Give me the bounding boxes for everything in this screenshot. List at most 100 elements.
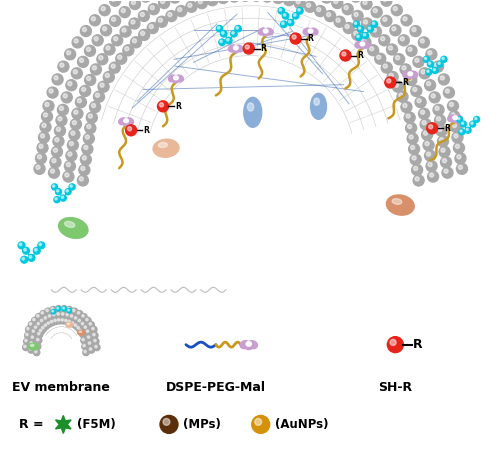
Circle shape	[85, 329, 91, 335]
Ellipse shape	[360, 45, 366, 49]
Circle shape	[415, 97, 426, 108]
Circle shape	[84, 326, 86, 328]
Circle shape	[456, 163, 468, 174]
Circle shape	[106, 46, 110, 50]
Circle shape	[83, 345, 86, 347]
Ellipse shape	[78, 330, 84, 335]
Circle shape	[410, 145, 414, 150]
Circle shape	[43, 323, 50, 329]
Circle shape	[42, 111, 52, 122]
Circle shape	[401, 15, 412, 26]
Circle shape	[411, 86, 422, 97]
Ellipse shape	[408, 74, 414, 78]
Circle shape	[38, 155, 42, 159]
Text: R: R	[175, 102, 181, 111]
Circle shape	[67, 308, 71, 313]
Ellipse shape	[386, 195, 414, 215]
Circle shape	[406, 114, 410, 118]
Circle shape	[72, 308, 78, 314]
Circle shape	[88, 114, 92, 118]
Circle shape	[158, 18, 162, 22]
Circle shape	[34, 326, 36, 328]
Circle shape	[428, 171, 438, 182]
Circle shape	[272, 0, 283, 4]
Circle shape	[252, 415, 270, 433]
Ellipse shape	[262, 32, 268, 36]
Circle shape	[361, 0, 372, 9]
Circle shape	[68, 140, 78, 151]
Circle shape	[160, 0, 164, 4]
Circle shape	[458, 117, 460, 120]
Circle shape	[84, 46, 96, 56]
Circle shape	[220, 31, 227, 37]
Circle shape	[110, 15, 120, 26]
Circle shape	[54, 319, 56, 322]
Circle shape	[47, 313, 54, 320]
Circle shape	[457, 155, 461, 159]
Circle shape	[403, 103, 407, 108]
Circle shape	[62, 307, 64, 309]
Circle shape	[48, 315, 50, 317]
Circle shape	[160, 103, 164, 107]
Circle shape	[97, 54, 108, 65]
Ellipse shape	[360, 42, 364, 46]
Circle shape	[37, 143, 48, 153]
Circle shape	[112, 0, 116, 1]
Circle shape	[84, 145, 88, 150]
Circle shape	[474, 117, 477, 120]
Ellipse shape	[168, 75, 176, 82]
Circle shape	[306, 3, 310, 7]
Circle shape	[90, 326, 97, 333]
Circle shape	[88, 336, 90, 338]
Circle shape	[428, 61, 434, 67]
Circle shape	[360, 37, 371, 48]
Circle shape	[42, 123, 46, 128]
Circle shape	[31, 329, 38, 335]
Circle shape	[163, 419, 170, 425]
Circle shape	[112, 35, 122, 46]
Circle shape	[47, 322, 50, 324]
Circle shape	[79, 329, 82, 331]
Circle shape	[92, 35, 103, 46]
Circle shape	[420, 110, 424, 114]
Circle shape	[394, 83, 398, 87]
Circle shape	[74, 110, 78, 114]
Circle shape	[426, 69, 432, 75]
Circle shape	[56, 307, 60, 311]
Circle shape	[424, 150, 436, 161]
Text: SH-R: SH-R	[378, 381, 412, 394]
Circle shape	[43, 101, 54, 111]
Circle shape	[21, 256, 28, 263]
Circle shape	[70, 185, 72, 187]
Circle shape	[424, 56, 430, 62]
Circle shape	[422, 120, 426, 125]
Circle shape	[383, 0, 387, 1]
Circle shape	[52, 310, 54, 312]
Circle shape	[73, 316, 80, 322]
Circle shape	[296, 8, 303, 14]
Circle shape	[38, 132, 50, 143]
Circle shape	[80, 58, 84, 62]
Circle shape	[342, 4, 353, 14]
Circle shape	[40, 134, 44, 138]
Circle shape	[148, 23, 158, 33]
Circle shape	[78, 175, 88, 186]
Circle shape	[58, 117, 62, 121]
Circle shape	[418, 108, 430, 119]
Ellipse shape	[303, 28, 312, 35]
Circle shape	[186, 1, 197, 12]
Circle shape	[385, 77, 396, 88]
Circle shape	[168, 13, 172, 17]
Circle shape	[362, 32, 368, 39]
Circle shape	[408, 47, 412, 51]
Ellipse shape	[30, 345, 34, 346]
Circle shape	[138, 29, 149, 41]
Text: R: R	[402, 78, 408, 87]
Circle shape	[101, 7, 105, 11]
Circle shape	[34, 249, 37, 251]
Circle shape	[36, 313, 42, 320]
Circle shape	[465, 127, 471, 133]
Circle shape	[471, 122, 473, 124]
Circle shape	[126, 125, 136, 136]
Circle shape	[432, 61, 444, 72]
